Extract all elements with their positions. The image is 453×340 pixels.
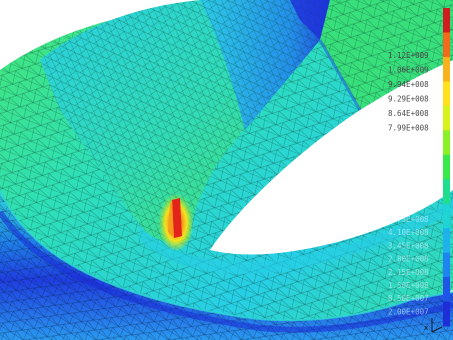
- legend-label-faint: 4.75E+008: [388, 215, 429, 224]
- ring-far-rim: [318, 0, 453, 111]
- axis-triad: x: [424, 318, 443, 333]
- legend-swatch: [443, 56, 450, 82]
- legend-label-faint: 2.80E+008: [388, 255, 429, 264]
- legend-label-faint: 2.00E+007: [388, 307, 429, 316]
- axis-triad-label: x: [424, 324, 428, 332]
- stress-legend-colorbar: [443, 8, 450, 327]
- legend-swatch: [443, 252, 450, 278]
- legend-label: 9.29E+008: [388, 95, 429, 104]
- legend-swatch: [443, 130, 450, 156]
- legend-label: 1.12E+009: [388, 51, 429, 60]
- ring-outer-wall: [0, 189, 453, 340]
- legend-swatch: [443, 301, 450, 327]
- stress-legend-labels: 1.12E+009 1.06E+009 9.94E+008 9.29E+008 8.64…: [388, 51, 429, 316]
- legend-label-faint: 2.15E+008: [388, 268, 429, 277]
- legend-label: 1.06E+009: [388, 66, 429, 75]
- legend-label: 8.64E+008: [388, 109, 429, 118]
- legend-swatch: [443, 228, 450, 254]
- legend-label-faint: 1.50E+008: [388, 281, 429, 290]
- legend-label-faint: 3.45E+008: [388, 241, 429, 250]
- legend-label: 9.94E+008: [388, 80, 429, 89]
- section-cut-face: [200, 0, 330, 130]
- legend-label-faint: 8.50E+007: [388, 294, 429, 303]
- legend-swatch: [443, 32, 450, 58]
- legend-label: 7.99E+008: [388, 124, 429, 133]
- legend-label-faint: 4.10E+008: [388, 228, 429, 237]
- inner-lip-shade: [140, 200, 453, 274]
- legend-swatch: [443, 81, 450, 107]
- legend-swatch: [443, 203, 450, 229]
- central-opening: [210, 60, 453, 255]
- stress-hotspot: [158, 190, 194, 250]
- legend-swatch: [443, 277, 450, 303]
- legend-swatch: [443, 179, 450, 205]
- legend-swatch: [443, 8, 450, 33]
- legend-swatch: [443, 105, 450, 131]
- legend-swatch: [443, 154, 450, 180]
